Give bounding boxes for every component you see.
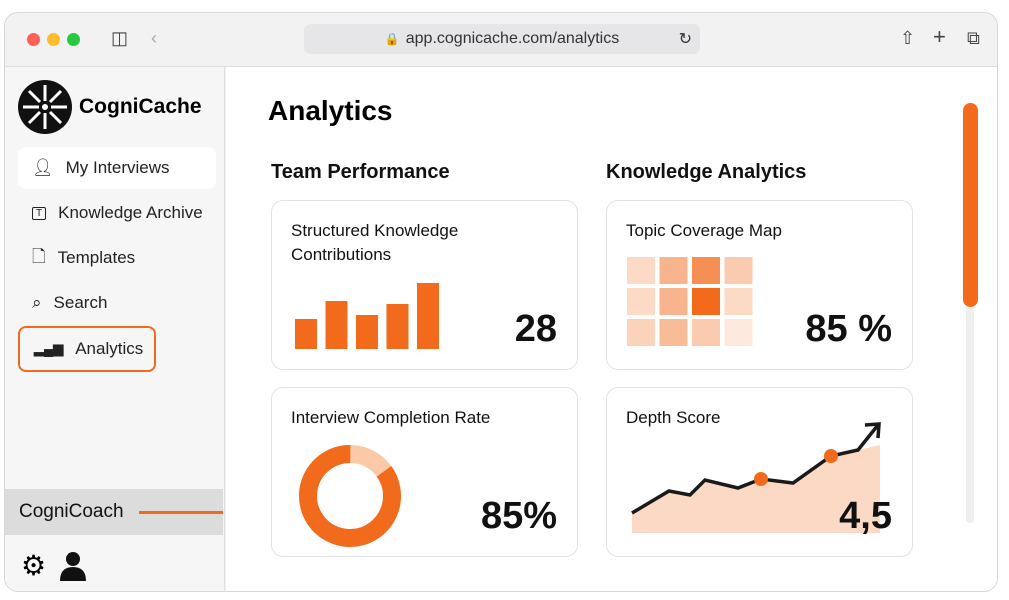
bar-chart-icon: ▂▄▆: [34, 341, 64, 356]
card-title: Depth Score: [626, 408, 721, 427]
search-icon: ⌕: [32, 293, 42, 312]
contribution-bar: [356, 315, 378, 349]
text-box-icon: T: [32, 206, 47, 220]
gear-icon[interactable]: ⚙: [21, 550, 47, 581]
completion-card[interactable]: Interview Completion Rate 85%: [271, 387, 578, 557]
completion-donut: [299, 445, 401, 547]
url-text: app.cognicache.com/analytics: [405, 30, 620, 47]
reload-icon[interactable]: ↻: [678, 31, 692, 48]
profile-icon[interactable]: [59, 551, 87, 581]
sidebar-item-analytics[interactable]: ▂▄▆ Analytics: [18, 326, 156, 372]
contribution-bar: [295, 319, 317, 349]
topic-coverage-card[interactable]: Topic Coverage Map 85 %: [606, 200, 913, 370]
heatmap-cell: [724, 319, 753, 346]
contribution-bar: [325, 301, 348, 349]
depth-value: 4,5: [839, 495, 892, 537]
new-tab-icon[interactable]: +: [933, 24, 946, 49]
team-performance-heading: Team Performance: [271, 161, 450, 183]
sidebar-toggle-icon[interactable]: ◫: [111, 28, 129, 48]
scrollbar-track[interactable]: [966, 103, 974, 523]
knowledge-analytics-heading: Knowledge Analytics: [606, 161, 807, 183]
trend-arrow-icon: [864, 422, 881, 439]
minimize-button[interactable]: [47, 33, 60, 46]
completion-value: 85%: [480, 495, 557, 537]
contribution-bar: [386, 304, 409, 349]
heatmap-cell: [692, 319, 720, 346]
sidebar-item-knowledge-archive[interactable]: T Knowledge Archive: [18, 192, 216, 234]
sidebar: CogniCache 👤︎ My Interviews T Knowledge Ar…: [5, 67, 225, 591]
heatmap-cell: [627, 319, 655, 346]
sparkline-point: [824, 449, 838, 463]
nav-label: Analytics: [75, 339, 144, 358]
back-icon[interactable]: ‹: [151, 28, 157, 48]
close-button[interactable]: [27, 33, 40, 46]
nav-label: Search: [53, 293, 108, 312]
heatmap-cell: [659, 257, 688, 284]
heatmap-cell: [692, 257, 720, 284]
heatmap-cell: [659, 288, 688, 315]
card-title: Structured Knowledge Contributions: [291, 221, 459, 264]
heatmap-cell: [659, 319, 688, 346]
lock-icon: 🔒: [384, 32, 400, 46]
nav-label: Templates: [57, 248, 136, 267]
brand-logo[interactable]: CogniCache: [17, 79, 202, 135]
sidebar-item-templates[interactable]: 🗋 Templates: [18, 237, 216, 279]
document-icon: 🗋: [32, 246, 46, 266]
nav-label: Knowledge Archive: [58, 203, 203, 222]
contributions-card[interactable]: Structured Knowledge Contributions 28: [271, 200, 578, 370]
coach-accent-line: [139, 511, 223, 514]
heatmap-cell: [627, 257, 655, 284]
heatmap-cell: [724, 288, 753, 315]
page-title: Analytics: [268, 95, 393, 126]
card-title: Interview Completion Rate: [291, 408, 491, 427]
contributions-bar-chart: [295, 283, 439, 349]
contributions-value: 28: [514, 308, 557, 350]
nav-label: My Interviews: [65, 158, 170, 177]
sparkline-line: [631, 423, 880, 515]
sidebar-item-search[interactable]: ⌕ Search: [18, 282, 216, 324]
card-title: Topic Coverage Map: [626, 221, 782, 240]
contribution-bar: [417, 283, 439, 349]
brand-name: CogniCache: [79, 95, 202, 118]
donut-arc: [299, 445, 401, 547]
main-content: Analytics Team Performance Knowledge Ana…: [226, 67, 997, 591]
share-icon[interactable]: ⇧: [900, 28, 916, 48]
sidebar-item-my-interviews[interactable]: 👤︎ My Interviews: [18, 147, 216, 189]
address-bar[interactable]: 🔒 app.cognicache.com/analytics ↻: [304, 24, 700, 54]
coverage-value: 85 %: [805, 308, 892, 350]
tabs-icon[interactable]: ⧉: [967, 28, 980, 48]
depth-sparkline: [631, 422, 881, 533]
brain-logo-icon: [18, 80, 72, 134]
scrollbar-thumb[interactable]: [963, 103, 978, 307]
maximize-button[interactable]: [67, 33, 80, 46]
title-bar: ◫ ‹ 🔒 app.cognicache.com/analytics ↻ ⇧ + ⧉: [5, 13, 997, 67]
user-icon: 👤︎: [32, 158, 54, 177]
cognicoach-button[interactable]: CogniCoach: [5, 489, 223, 535]
heatmap-cell: [692, 288, 720, 315]
heatmap-cell: [724, 257, 753, 284]
topic-heatmap: [627, 257, 753, 346]
heatmap-cell: [627, 288, 655, 315]
depth-score-card[interactable]: Depth Score 4,5: [606, 387, 913, 557]
browser-window: ◫ ‹ 🔒 app.cognicache.com/analytics ↻ ⇧ + ⧉…: [4, 12, 998, 592]
coach-label: CogniCoach: [19, 501, 124, 522]
sparkline-point: [754, 472, 768, 486]
